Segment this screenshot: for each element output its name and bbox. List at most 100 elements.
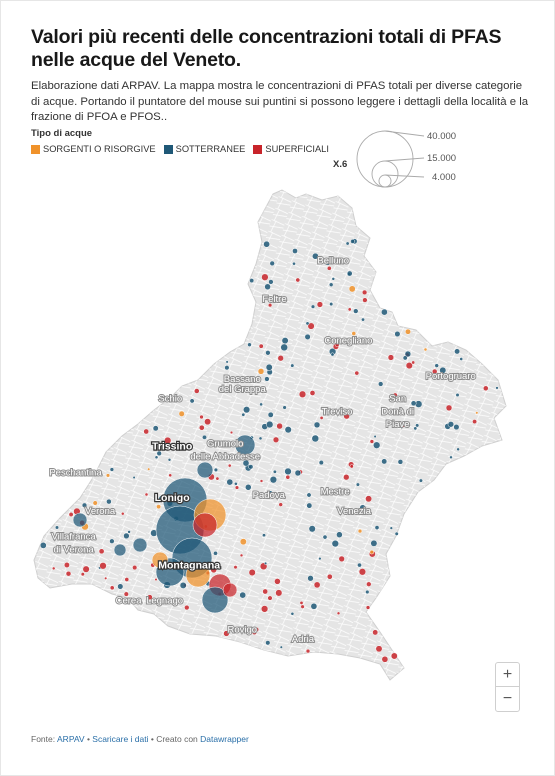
measurement-point[interactable]	[65, 570, 72, 577]
measurement-point[interactable]	[483, 385, 489, 392]
measurement-point[interactable]	[365, 495, 373, 503]
measurement-point[interactable]	[347, 307, 352, 312]
measurement-point[interactable]	[269, 476, 278, 484]
measurement-point[interactable]	[253, 626, 260, 633]
measurement-point[interactable]	[292, 248, 298, 254]
measurement-point[interactable]	[213, 467, 219, 473]
measurement-point[interactable]	[308, 525, 316, 533]
measurement-point[interactable]	[259, 402, 263, 407]
measurement-point[interactable]	[239, 538, 247, 546]
measurement-point[interactable]	[124, 577, 130, 582]
measurement-point[interactable]	[234, 481, 238, 486]
measurement-point[interactable]	[263, 240, 270, 248]
measurement-point[interactable]	[350, 239, 355, 244]
measurement-point[interactable]	[369, 439, 375, 444]
measurement-point[interactable]	[39, 542, 47, 549]
measurement-point[interactable]	[306, 502, 313, 509]
measurement-point[interactable]	[109, 585, 115, 591]
measurement-point[interactable]	[260, 605, 269, 613]
measurement-point[interactable]	[202, 434, 207, 440]
measurement-point[interactable]	[305, 648, 311, 654]
measurement-point[interactable]	[164, 436, 172, 445]
measurement-point[interactable]	[258, 436, 263, 441]
measurement-point[interactable]	[311, 434, 320, 443]
measurement-point[interactable]	[329, 302, 334, 307]
measurement-point[interactable]	[82, 565, 90, 573]
measurement-point[interactable]	[336, 611, 341, 616]
veneto-map[interactable]: Belluno Feltre Conegliano Portogruaro Bassan…	[20, 180, 530, 725]
measurement-point[interactable]	[234, 377, 240, 383]
measurement-point[interactable]	[402, 355, 408, 361]
measurement-point[interactable]	[54, 525, 60, 530]
measurement-point[interactable]	[222, 582, 238, 598]
measurement-point[interactable]	[358, 568, 367, 576]
measurement-point[interactable]	[359, 504, 366, 511]
measurement-point[interactable]	[267, 303, 273, 308]
measurement-point[interactable]	[154, 577, 158, 582]
measurement-point[interactable]	[81, 502, 88, 508]
measurement-point[interactable]	[285, 474, 291, 480]
measurement-point[interactable]	[431, 368, 438, 375]
measurement-point[interactable]	[51, 566, 56, 571]
measurement-point[interactable]	[418, 478, 423, 483]
measurement-point[interactable]	[365, 605, 371, 610]
measurement-point[interactable]	[316, 301, 324, 308]
measurement-point[interactable]	[452, 377, 456, 381]
measurement-point[interactable]	[353, 308, 359, 314]
measurement-point[interactable]	[374, 525, 380, 530]
measurement-point[interactable]	[98, 548, 105, 555]
measurement-point[interactable]	[324, 259, 331, 266]
measurement-point[interactable]	[278, 502, 283, 507]
measurement-point[interactable]	[300, 604, 305, 609]
measurement-point[interactable]	[276, 422, 283, 430]
measurement-point[interactable]	[299, 600, 304, 605]
measurement-point[interactable]	[247, 342, 252, 347]
measurement-point[interactable]	[306, 492, 312, 498]
measurement-point[interactable]	[345, 241, 350, 246]
measurement-point[interactable]	[328, 282, 334, 287]
measurement-point[interactable]	[167, 458, 172, 462]
measurement-point[interactable]	[168, 473, 173, 478]
measurement-point[interactable]	[310, 304, 316, 309]
measurement-point[interactable]	[224, 365, 230, 371]
zoom-out-button[interactable]: −	[502, 690, 513, 707]
measurement-point[interactable]	[423, 347, 428, 352]
measurement-point[interactable]	[273, 298, 278, 303]
measurement-point[interactable]	[390, 652, 398, 660]
measurement-point[interactable]	[249, 278, 255, 284]
measurement-point[interactable]	[475, 411, 479, 415]
measurement-point[interactable]	[189, 398, 195, 404]
measurement-point[interactable]	[215, 476, 220, 481]
measurement-point[interactable]	[365, 589, 370, 595]
measurement-point[interactable]	[132, 537, 148, 553]
measurement-point[interactable]	[185, 562, 211, 588]
measurement-point[interactable]	[272, 436, 280, 443]
measurement-point[interactable]	[284, 426, 292, 434]
measurement-point[interactable]	[449, 455, 453, 460]
measurement-point[interactable]	[381, 458, 388, 465]
measurement-point[interactable]	[389, 526, 393, 530]
measurement-point[interactable]	[63, 562, 70, 568]
measurement-point[interactable]	[151, 551, 169, 569]
measurement-point[interactable]	[178, 410, 185, 417]
measurement-point[interactable]	[282, 405, 287, 410]
measurement-point[interactable]	[294, 469, 302, 477]
measurement-point[interactable]	[313, 421, 321, 429]
measurement-point[interactable]	[198, 424, 205, 431]
measurement-point[interactable]	[410, 400, 417, 407]
measurement-point[interactable]	[362, 297, 368, 303]
measurement-point[interactable]	[312, 252, 319, 260]
measurement-point[interactable]	[357, 528, 363, 534]
measurement-point[interactable]	[331, 277, 336, 281]
measurement-point[interactable]	[241, 412, 246, 417]
measurement-point[interactable]	[378, 381, 384, 387]
source-link[interactable]: ARPAV	[57, 734, 85, 744]
measurement-point[interactable]	[269, 260, 275, 267]
measurement-point[interactable]	[366, 581, 372, 587]
measurement-point[interactable]	[309, 390, 316, 396]
measurement-point[interactable]	[264, 283, 271, 291]
measurement-point[interactable]	[394, 330, 401, 338]
measurement-point[interactable]	[346, 270, 353, 277]
measurement-point[interactable]	[72, 512, 88, 528]
measurement-point[interactable]	[307, 575, 314, 582]
